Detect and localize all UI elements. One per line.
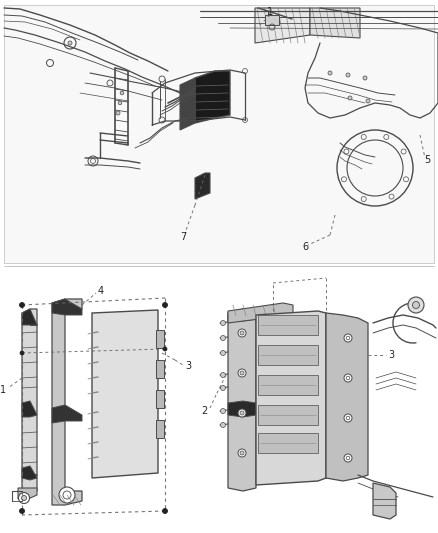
- Bar: [265, 15, 279, 25]
- Circle shape: [238, 329, 246, 337]
- Polygon shape: [22, 401, 37, 417]
- Polygon shape: [228, 303, 293, 323]
- Polygon shape: [256, 311, 326, 485]
- Circle shape: [344, 334, 352, 342]
- Circle shape: [18, 492, 29, 504]
- Text: 7: 7: [180, 232, 186, 242]
- Bar: [156, 420, 164, 438]
- Circle shape: [363, 76, 367, 80]
- Circle shape: [162, 303, 167, 308]
- Polygon shape: [326, 313, 368, 481]
- Bar: [156, 390, 164, 408]
- Bar: [258, 405, 318, 425]
- Polygon shape: [373, 483, 396, 519]
- Circle shape: [120, 91, 124, 95]
- Polygon shape: [22, 309, 37, 491]
- Circle shape: [328, 71, 332, 75]
- Circle shape: [240, 331, 244, 335]
- Circle shape: [220, 423, 226, 427]
- Circle shape: [220, 408, 226, 414]
- Text: 2: 2: [202, 406, 208, 416]
- Circle shape: [344, 374, 352, 382]
- Circle shape: [220, 385, 226, 391]
- Polygon shape: [18, 488, 37, 499]
- Polygon shape: [52, 299, 82, 315]
- Polygon shape: [92, 310, 158, 478]
- Polygon shape: [310, 8, 360, 38]
- Circle shape: [413, 302, 420, 309]
- Text: 1: 1: [267, 7, 273, 17]
- Circle shape: [21, 496, 27, 500]
- Polygon shape: [22, 309, 37, 325]
- Circle shape: [220, 320, 226, 326]
- Circle shape: [238, 409, 246, 417]
- Circle shape: [240, 411, 244, 415]
- Circle shape: [68, 41, 72, 45]
- Circle shape: [20, 508, 25, 513]
- Bar: [4, 5, 434, 263]
- Circle shape: [240, 371, 244, 375]
- Circle shape: [344, 454, 352, 462]
- Circle shape: [59, 487, 75, 503]
- Polygon shape: [180, 78, 195, 130]
- Circle shape: [20, 303, 25, 308]
- Bar: [156, 330, 164, 348]
- Polygon shape: [195, 71, 230, 123]
- Circle shape: [238, 369, 246, 377]
- Circle shape: [20, 351, 24, 355]
- Circle shape: [220, 351, 226, 356]
- Circle shape: [220, 373, 226, 377]
- Circle shape: [348, 96, 352, 100]
- Circle shape: [220, 335, 226, 341]
- Bar: [258, 345, 318, 365]
- Circle shape: [163, 347, 167, 351]
- Bar: [258, 433, 318, 453]
- Text: 6: 6: [302, 242, 308, 252]
- Polygon shape: [228, 309, 256, 491]
- Polygon shape: [228, 401, 256, 417]
- Text: 5: 5: [424, 155, 430, 165]
- Circle shape: [408, 297, 424, 313]
- Polygon shape: [52, 405, 82, 423]
- Circle shape: [344, 414, 352, 422]
- Polygon shape: [228, 309, 256, 321]
- Circle shape: [240, 451, 244, 455]
- Polygon shape: [52, 299, 82, 505]
- Circle shape: [346, 73, 350, 77]
- Text: 1: 1: [0, 385, 6, 395]
- Text: 3: 3: [185, 361, 191, 371]
- Polygon shape: [22, 466, 37, 480]
- Bar: [258, 375, 318, 395]
- Circle shape: [118, 101, 122, 105]
- Circle shape: [116, 111, 120, 115]
- Text: 4: 4: [98, 286, 104, 296]
- Polygon shape: [195, 173, 210, 199]
- Circle shape: [366, 99, 370, 103]
- Bar: [258, 315, 318, 335]
- Circle shape: [162, 508, 167, 513]
- Bar: [156, 360, 164, 378]
- Polygon shape: [255, 8, 310, 43]
- Text: 3: 3: [388, 350, 394, 360]
- Circle shape: [238, 449, 246, 457]
